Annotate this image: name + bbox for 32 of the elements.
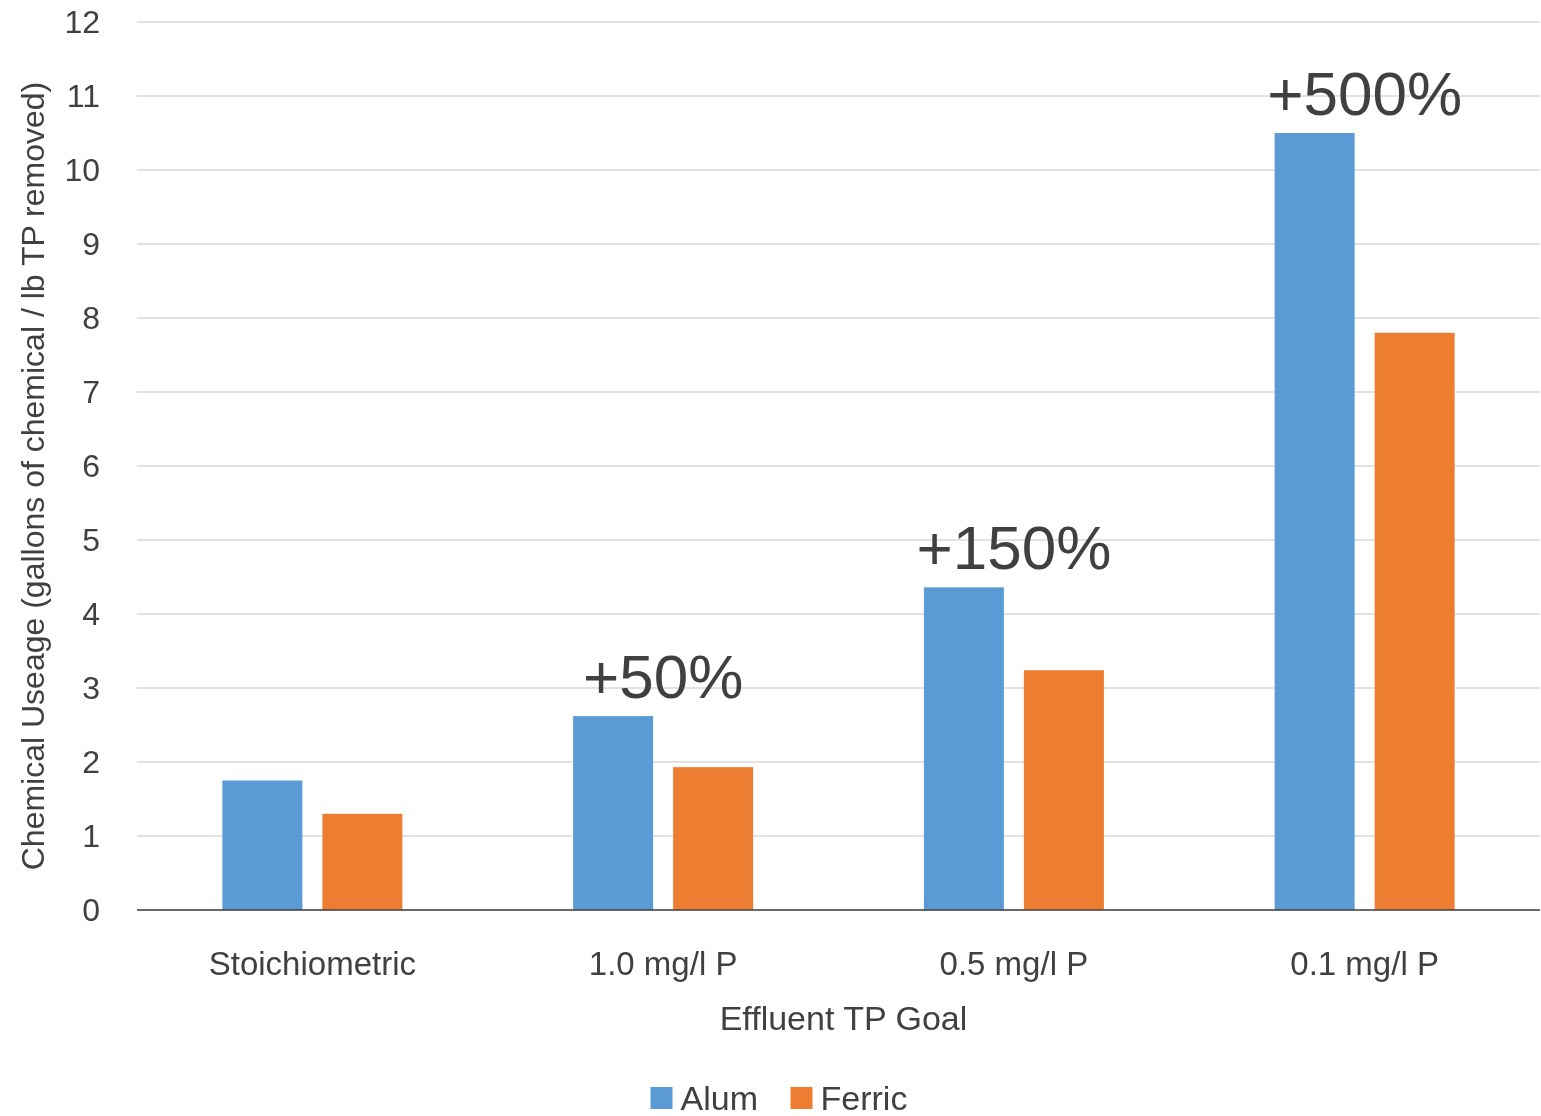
y-tick-label: 2 <box>82 744 100 781</box>
y-tick-label: 9 <box>82 226 100 263</box>
y-tick-label: 3 <box>82 670 100 707</box>
y-tick-label: 10 <box>64 152 100 189</box>
x-axis-title: Effluent TP Goal <box>719 999 968 1037</box>
bar <box>1274 133 1355 910</box>
bar <box>1023 670 1104 910</box>
annotation: +500% <box>1267 58 1463 128</box>
x-tick-label: 0.5 mg/l P <box>939 945 1089 982</box>
bar <box>923 587 1004 910</box>
x-tick-label: Stoichiometric <box>208 945 416 982</box>
y-tick-label: 1 <box>82 818 100 855</box>
annotation: +150% <box>916 513 1112 583</box>
x-tick-label: 1.0 mg/l P <box>588 945 738 982</box>
y-tick-label: 0 <box>82 892 100 929</box>
y-tick-label: 12 <box>64 4 100 41</box>
y-tick-label: 6 <box>82 448 100 485</box>
y-tick-label: 8 <box>82 300 100 337</box>
bar <box>573 716 654 910</box>
x-tick-label: 0.1 mg/l P <box>1290 945 1439 982</box>
legend-label: Alum <box>680 1078 758 1116</box>
y-tick-label: 7 <box>82 374 100 411</box>
y-tick-label: 4 <box>82 596 100 633</box>
annotation: +50% <box>582 641 744 711</box>
bar <box>222 780 303 910</box>
y-tick-label: 5 <box>82 522 100 559</box>
bar <box>673 767 754 910</box>
legend-label: Ferric <box>820 1078 908 1116</box>
bar <box>322 813 403 910</box>
bar <box>1374 332 1455 910</box>
y-tick-label: 11 <box>66 78 100 115</box>
y-axis-title: Chemical Useage (gallons of chemical / lb TP removed) <box>15 81 51 871</box>
